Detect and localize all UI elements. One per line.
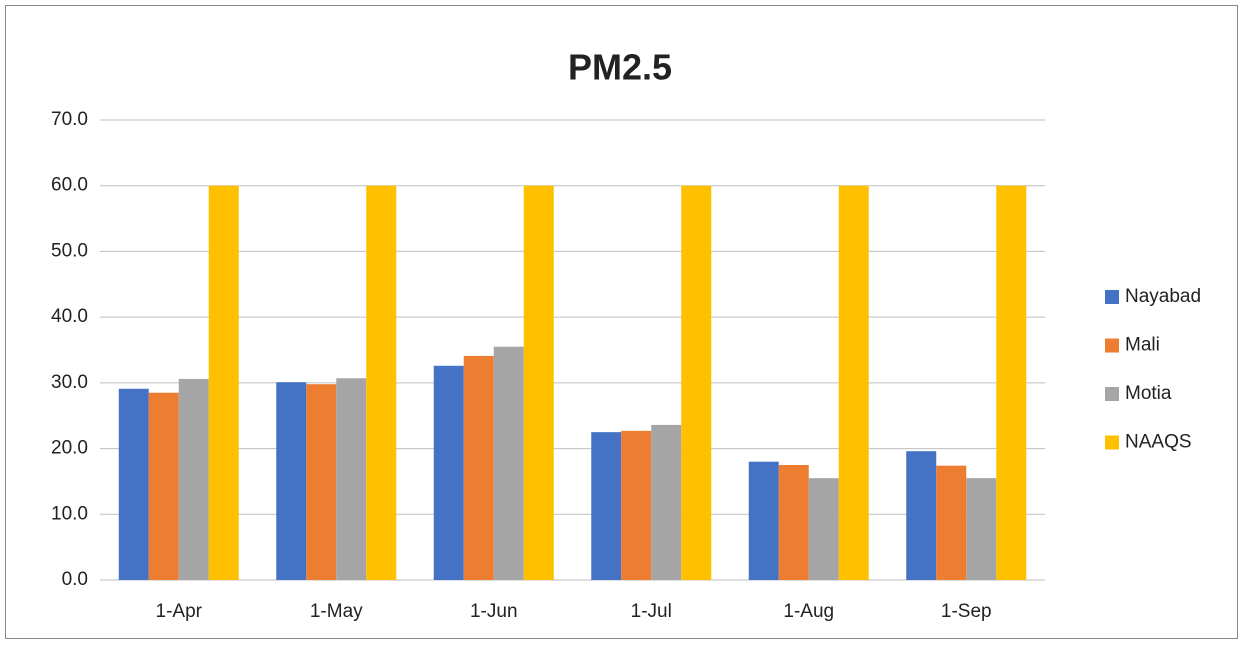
x-tick-label: 1-May — [310, 601, 363, 622]
y-tick-label: 10.0 — [51, 503, 88, 524]
bar — [336, 378, 367, 580]
y-tick-label: 60.0 — [51, 175, 88, 196]
bar — [276, 382, 307, 580]
x-tick-label: 1-Jul — [631, 601, 672, 622]
bar — [681, 185, 712, 580]
bar — [433, 365, 464, 580]
bar — [493, 346, 524, 580]
bar — [838, 185, 869, 580]
bar — [118, 388, 149, 580]
y-tick-label: 20.0 — [51, 438, 88, 459]
bar — [366, 185, 397, 580]
y-tick-label: 70.0 — [51, 109, 88, 130]
legend-label: Nayabad — [1125, 286, 1201, 307]
bar — [996, 185, 1027, 580]
legend-swatch — [1105, 387, 1119, 401]
x-tick-label: 1-Aug — [783, 601, 834, 622]
y-tick-label: 50.0 — [51, 240, 88, 261]
bar — [966, 478, 997, 580]
x-tick-label: 1-Apr — [156, 601, 203, 622]
bar — [651, 424, 682, 580]
legend-swatch — [1105, 435, 1119, 450]
bar — [591, 432, 622, 580]
chart-title: PM2.5 — [568, 47, 672, 88]
legend-swatch — [1105, 290, 1119, 304]
bar — [148, 392, 179, 580]
legend-label: Mali — [1125, 335, 1160, 356]
bar — [778, 465, 809, 580]
bar — [906, 451, 937, 580]
bar — [306, 384, 337, 580]
x-tick-label: 1-Sep — [941, 601, 992, 622]
legend-swatch — [1105, 338, 1119, 353]
bar — [808, 478, 839, 580]
bar — [178, 378, 209, 580]
bar — [208, 185, 239, 580]
legend-label: NAAQS — [1125, 432, 1192, 453]
bar — [621, 430, 652, 580]
y-tick-label: 30.0 — [51, 372, 88, 393]
bar — [936, 465, 967, 580]
y-tick-label: 0.0 — [62, 569, 88, 590]
y-tick-label: 40.0 — [51, 306, 88, 327]
x-tick-label: 1-Jun — [470, 601, 518, 622]
bar — [523, 185, 554, 580]
bar — [748, 461, 779, 580]
bar — [463, 355, 494, 580]
legend-label: Motia — [1125, 383, 1172, 404]
